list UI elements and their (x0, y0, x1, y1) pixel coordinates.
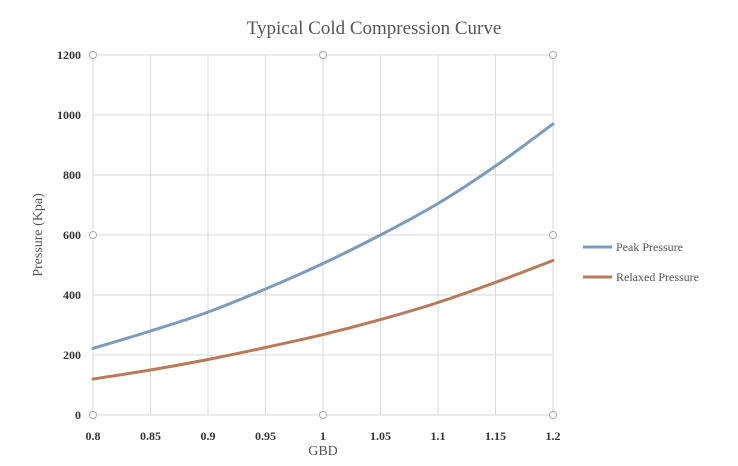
resize-handle[interactable] (549, 231, 557, 239)
x-tick-label: 0.95 (255, 429, 276, 443)
series-line-1 (91, 122, 555, 350)
y-tick-label: 400 (63, 288, 81, 302)
x-tick-label: 0.9 (201, 429, 216, 443)
selection-handles[interactable] (89, 51, 557, 419)
x-tick-label: 1 (320, 429, 326, 443)
y-tick-label: 0 (75, 408, 81, 422)
x-tick-label: 0.8 (86, 429, 101, 443)
resize-handle[interactable] (89, 231, 97, 239)
x-axis-title: GBD (308, 444, 338, 459)
resize-handle[interactable] (89, 411, 97, 419)
resize-handle[interactable] (319, 51, 327, 59)
chart-title: Typical Cold Compression Curve (247, 18, 502, 39)
series-group (91, 122, 555, 381)
y-tick-label: 600 (63, 228, 81, 242)
resize-handle[interactable] (549, 51, 557, 59)
resize-handle[interactable] (549, 411, 557, 419)
legend-label: Peak Pressure (616, 240, 683, 254)
y-tick-label: 1000 (57, 108, 81, 122)
x-tick-label: 0.85 (140, 429, 161, 443)
x-tick-labels: 0.8 0.85 0.9 0.95 1 1.05 1.1 1.15 1.2 (86, 429, 561, 443)
y-axis-title: Pressure (Kpa) (31, 193, 46, 277)
x-tick-label: 1.05 (370, 429, 391, 443)
resize-handle[interactable] (319, 411, 327, 419)
y-tick-label: 800 (63, 168, 81, 182)
x-tick-label: 1.15 (485, 429, 506, 443)
y-tick-labels: 0 200 400 600 800 1000 1200 (57, 48, 81, 422)
legend: Peak Pressure Relaxed Pressure (583, 240, 699, 284)
grid (92, 54, 554, 416)
y-tick-label: 1200 (57, 48, 81, 62)
series-line-2 (91, 259, 555, 381)
legend-label: Relaxed Pressure (616, 270, 699, 284)
resize-handle[interactable] (89, 51, 97, 59)
x-tick-label: 1.1 (431, 429, 446, 443)
y-tick-label: 200 (63, 348, 81, 362)
x-tick-label: 1.2 (546, 429, 561, 443)
